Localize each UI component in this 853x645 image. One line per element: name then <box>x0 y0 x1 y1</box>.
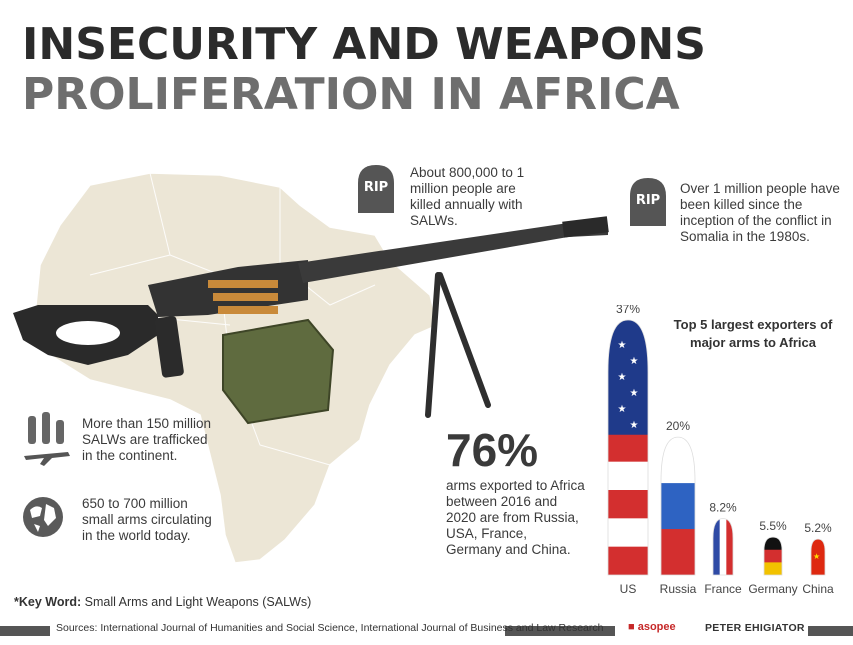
star-icon: ★ <box>630 420 639 431</box>
sources-text: Sources: International Journal of Humani… <box>56 622 604 634</box>
stat-killed-annually: About 800,000 to 1 million people are ki… <box>410 165 525 228</box>
bar-china: ★ <box>810 538 826 576</box>
footer <box>0 620 853 642</box>
big-percent-text: arms exported to Africa between 2016 and… <box>446 478 585 557</box>
gun-stock <box>13 305 158 365</box>
bar-russia <box>660 436 696 576</box>
gun-barrel <box>298 223 608 283</box>
star-icon: ★ <box>618 404 627 415</box>
category-label-russia: Russia <box>660 582 697 596</box>
brand-logo: ■ asopee <box>628 621 676 633</box>
gun-muzzle <box>562 216 609 238</box>
rip-label-2: RIP <box>636 193 660 208</box>
globe-icon <box>23 497 63 537</box>
big-percent: 76% <box>446 424 539 476</box>
category-label-china: China <box>802 582 834 596</box>
star-icon: ★ <box>630 356 639 367</box>
keyword-text: Small Arms and Light Weapons (SALWs) <box>84 595 312 609</box>
value-label-france: 8.2% <box>709 500 737 514</box>
footer-bar-mid <box>505 626 615 636</box>
value-label-china: 5.2% <box>804 521 832 535</box>
title-line-2: PROLIFERATION IN AFRICA <box>22 69 680 120</box>
author-name: PETER EHIGIATOR <box>705 622 805 634</box>
brand-name: asopee <box>637 621 676 633</box>
gun-grip <box>154 316 184 378</box>
rip-tombstone-icon-2: RIP <box>630 178 666 226</box>
footer-bar-right <box>808 626 853 636</box>
bar-us: ★★★★★★ <box>607 319 649 576</box>
gun-receiver <box>148 260 308 317</box>
value-label-us: 37% <box>616 305 640 316</box>
ammo-belt <box>208 280 278 314</box>
exporters-chart: ★★★★★★37%US20%Russia8.2%France5.5%German… <box>607 305 834 596</box>
value-label-germany: 5.5% <box>759 519 787 533</box>
bullets-rifle-icon <box>24 412 70 466</box>
star-icon: ★ <box>618 340 627 351</box>
footer-bar-left <box>0 626 50 636</box>
chart-title: Top 5 largest exporters of major arms to… <box>673 317 833 350</box>
category-label-france: France <box>704 582 742 596</box>
ammo-box <box>222 318 335 425</box>
rip-tombstone-icon: RIP <box>358 165 394 213</box>
category-label-germany: Germany <box>748 582 797 596</box>
keyword-note: *Key Word: Small Arms and Light Weapons … <box>14 595 311 609</box>
bar-germany <box>763 536 783 576</box>
title-line-1: INSECURITY AND WEAPONS <box>22 19 706 70</box>
machine-gun-image <box>13 216 609 425</box>
keyword-label: *Key Word: <box>14 595 82 609</box>
gun-bipod <box>425 272 491 418</box>
star-icon: ★ <box>813 552 820 561</box>
stat-somalia: Over 1 million people have been killed s… <box>680 181 840 244</box>
rip-label: RIP <box>364 180 388 195</box>
category-label-us: US <box>620 582 637 596</box>
stat-circulating: 650 to 700 million small arms circulatin… <box>82 496 212 543</box>
bar-france <box>712 518 734 576</box>
star-icon: ★ <box>618 372 627 383</box>
brand-icon: ■ <box>628 621 638 633</box>
stat-trafficked: More than 150 million SALWs are traffick… <box>82 416 212 463</box>
value-label-russia: 20% <box>666 419 690 433</box>
star-icon: ★ <box>630 388 639 399</box>
